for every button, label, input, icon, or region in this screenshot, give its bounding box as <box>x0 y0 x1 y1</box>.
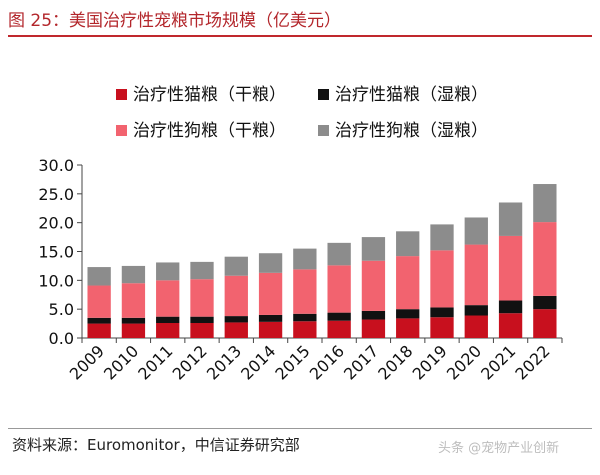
legend-dog-dry: 治疗性狗粮（干粮） <box>116 116 286 141</box>
x-tick-label: 2021 <box>477 341 519 383</box>
source-divider <box>8 428 592 429</box>
bar-segment-2011-series-2 <box>156 280 180 317</box>
bar-segment-2013-series-0 <box>224 322 248 338</box>
y-tick-label: 25.0 <box>38 185 74 204</box>
bar-segment-2012-series-2 <box>190 279 214 317</box>
x-tick-label: 2019 <box>409 341 451 383</box>
bar-segment-2021-series-0 <box>498 313 523 338</box>
bar-segment-2016-series-2 <box>327 265 351 313</box>
bar-segment-2014-series-3 <box>258 253 283 273</box>
bar-segment-2012-series-3 <box>190 261 214 280</box>
bar-segment-2018-series-0 <box>396 318 420 338</box>
bar-segment-2017-series-2 <box>361 260 386 311</box>
x-tick-label: 2016 <box>306 341 348 383</box>
x-tick-label: 2010 <box>100 341 142 383</box>
bar-segment-2009-series-2 <box>87 285 111 318</box>
bar-segment-2014-series-1 <box>258 314 283 322</box>
source-note: 资料来源：Euromonitor，中信证券研究部 <box>12 436 300 454</box>
bar-segment-2022-series-1 <box>533 295 557 310</box>
legend-dog-dry-swatch <box>116 125 127 136</box>
legend-cat-dry: 治疗性猫粮（干粮） <box>116 80 286 105</box>
x-tick-label: 2020 <box>443 341 485 383</box>
bar-segment-2009-series-1 <box>87 317 111 324</box>
x-tick-label: 2011 <box>134 341 176 383</box>
bar-segment-2011-series-1 <box>156 316 180 324</box>
bar-segment-2018-series-3 <box>396 231 420 257</box>
bar-segment-2012-series-1 <box>190 316 214 324</box>
bar-segment-2011-series-3 <box>156 262 180 281</box>
bar-segment-2022-series-0 <box>533 309 557 338</box>
bar-segment-2013-series-1 <box>224 316 248 323</box>
legend-cat-wet: 治疗性猫粮（湿粮） <box>318 80 488 105</box>
x-tick-label: 2017 <box>340 341 382 383</box>
stacked-bar-chart: 0.05.010.015.020.025.030.020092010201120… <box>38 156 563 384</box>
y-tick-label: 0.0 <box>49 329 74 348</box>
x-tick-label: 2012 <box>169 341 211 383</box>
x-tick-label: 2022 <box>511 341 553 383</box>
y-tick-label: 15.0 <box>38 243 74 262</box>
x-tick-label: 2014 <box>237 341 279 383</box>
bar-segment-2019-series-3 <box>430 224 454 251</box>
bar-segment-2022-series-2 <box>533 222 557 296</box>
bar-segment-2013-series-3 <box>224 256 248 276</box>
bar-segment-2010-series-2 <box>121 283 146 318</box>
bar-segment-2012-series-0 <box>190 323 214 338</box>
bar-segment-2010-series-0 <box>121 323 146 338</box>
y-tick-label: 5.0 <box>49 300 74 319</box>
bar-segment-2019-series-1 <box>430 307 454 318</box>
bar-segment-2015-series-2 <box>293 269 317 314</box>
y-tick-label: 20.0 <box>38 214 74 233</box>
bar-segment-2018-series-2 <box>396 256 420 310</box>
bar-segment-2015-series-1 <box>293 313 317 322</box>
legend-cat-dry-label: 治疗性猫粮（干粮） <box>133 85 286 105</box>
bar-segment-2015-series-3 <box>293 248 317 270</box>
bar-segment-2014-series-2 <box>258 272 283 315</box>
watermark: 头条 @宠物产业创新 <box>438 441 560 456</box>
x-tick-label: 2015 <box>271 341 313 383</box>
bar-segment-2016-series-3 <box>327 242 351 266</box>
legend-dog-wet: 治疗性狗粮（湿粮） <box>318 116 488 141</box>
bar-segment-2020-series-0 <box>464 315 488 338</box>
bar-segment-2017-series-1 <box>361 310 386 320</box>
bar-segment-2021-series-3 <box>498 202 523 236</box>
bar-segment-2022-series-3 <box>533 184 557 223</box>
bar-segment-2018-series-1 <box>396 309 420 319</box>
bar-segment-2009-series-0 <box>87 323 111 338</box>
bar-segment-2020-series-1 <box>464 305 488 316</box>
legend-dog-dry-label: 治疗性狗粮（干粮） <box>133 121 286 141</box>
title-divider <box>8 35 592 37</box>
chart-title: 图 25：美国治疗性宠粮市场规模（亿美元） <box>8 11 342 31</box>
bar-segment-2013-series-2 <box>224 275 248 317</box>
bar-segment-2020-series-2 <box>464 244 488 306</box>
bar-segment-2010-series-1 <box>121 317 146 324</box>
y-tick-label: 10.0 <box>38 271 74 290</box>
bar-segment-2021-series-2 <box>498 235 523 301</box>
bar-segment-2019-series-2 <box>430 250 454 308</box>
bar-segment-2019-series-0 <box>430 317 454 338</box>
legend-dog-wet-label: 治疗性狗粮（湿粮） <box>335 121 488 141</box>
bar-segment-2021-series-1 <box>498 300 523 314</box>
y-tick-label: 30.0 <box>38 156 74 175</box>
bar-segment-2020-series-3 <box>464 217 488 245</box>
bar-segment-2011-series-0 <box>156 323 180 338</box>
legend-dog-wet-swatch <box>318 125 329 136</box>
bar-segment-2017-series-0 <box>361 319 386 338</box>
legend-cat-wet-label: 治疗性猫粮（湿粮） <box>335 85 488 105</box>
bar-segment-2009-series-3 <box>87 267 111 286</box>
x-tick-label: 2018 <box>374 341 416 383</box>
bar-segment-2010-series-3 <box>121 265 146 284</box>
bar-segment-2017-series-3 <box>361 237 386 261</box>
legend-cat-wet-swatch <box>318 89 329 100</box>
bar-segment-2014-series-0 <box>258 321 283 338</box>
bar-segment-2015-series-0 <box>293 321 317 338</box>
bar-segment-2016-series-0 <box>327 320 351 338</box>
x-tick-label: 2013 <box>203 341 245 383</box>
legend-cat-dry-swatch <box>116 89 127 100</box>
bar-segment-2016-series-1 <box>327 312 351 321</box>
